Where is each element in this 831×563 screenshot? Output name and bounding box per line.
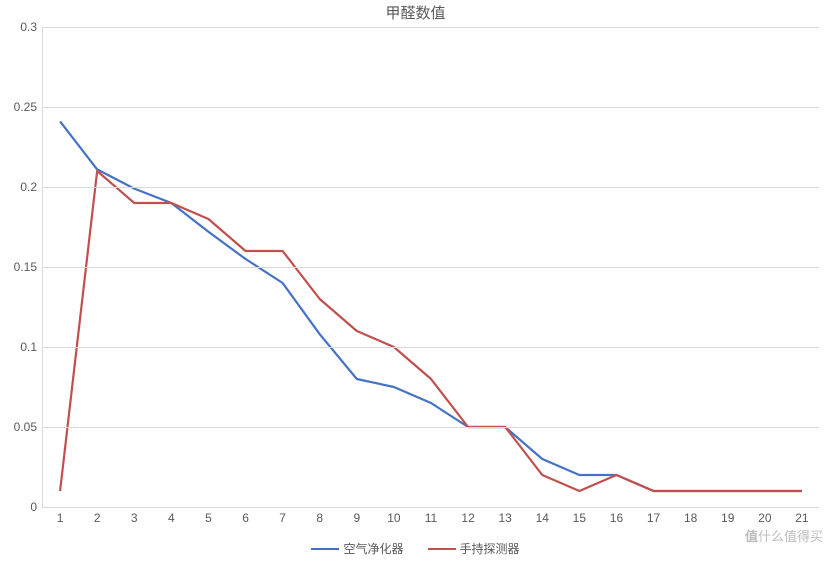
legend-item: 手持探测器 [428,540,520,557]
x-axis-label: 5 [205,507,212,525]
legend-label: 空气净化器 [343,542,403,556]
x-axis-label: 15 [573,507,586,525]
x-axis-label: 13 [498,507,511,525]
legend-swatch [428,548,456,550]
y-axis-label: 0.3 [20,20,43,34]
y-axis-label: 0.15 [14,260,43,274]
legend-label: 手持探测器 [460,542,520,556]
x-axis-label: 3 [131,507,138,525]
x-axis-label: 7 [279,507,286,525]
gridline [43,267,819,268]
y-axis-label: 0.25 [14,100,43,114]
x-axis-label: 1 [57,507,64,525]
x-axis-label: 19 [721,507,734,525]
legend: 空气净化器 手持探测器 [0,540,831,557]
x-axis-label: 11 [425,507,437,525]
gridline [43,107,819,108]
x-axis-label: 20 [758,507,771,525]
line-chart: 甲醛数值 00.050.10.150.20.250.31234567891011… [0,0,831,563]
x-axis-label: 2 [94,507,101,525]
x-axis-label: 12 [461,507,474,525]
chart-title: 甲醛数值 [0,2,831,23]
gridline [43,347,819,348]
series-line [60,121,802,491]
y-axis-label: 0 [30,500,43,514]
y-axis-label: 0.2 [20,180,43,194]
x-axis-label: 14 [536,507,549,525]
gridline [43,27,819,28]
legend-item: 空气净化器 [311,540,403,557]
plot-area: 00.050.10.150.20.250.3123456789101112131… [42,27,819,508]
x-axis-label: 6 [242,507,249,525]
x-axis-label: 8 [316,507,323,525]
y-axis-label: 0.05 [14,420,43,434]
x-axis-label: 4 [168,507,175,525]
gridline [43,187,819,188]
y-axis-label: 0.1 [20,340,43,354]
x-axis-label: 17 [647,507,660,525]
x-axis-label: 10 [387,507,400,525]
series-line [60,171,802,491]
x-axis-label: 21 [795,507,808,525]
legend-swatch [311,548,339,550]
gridline [43,427,819,428]
x-axis-label: 18 [684,507,697,525]
x-axis-label: 9 [353,507,360,525]
x-axis-label: 16 [610,507,623,525]
